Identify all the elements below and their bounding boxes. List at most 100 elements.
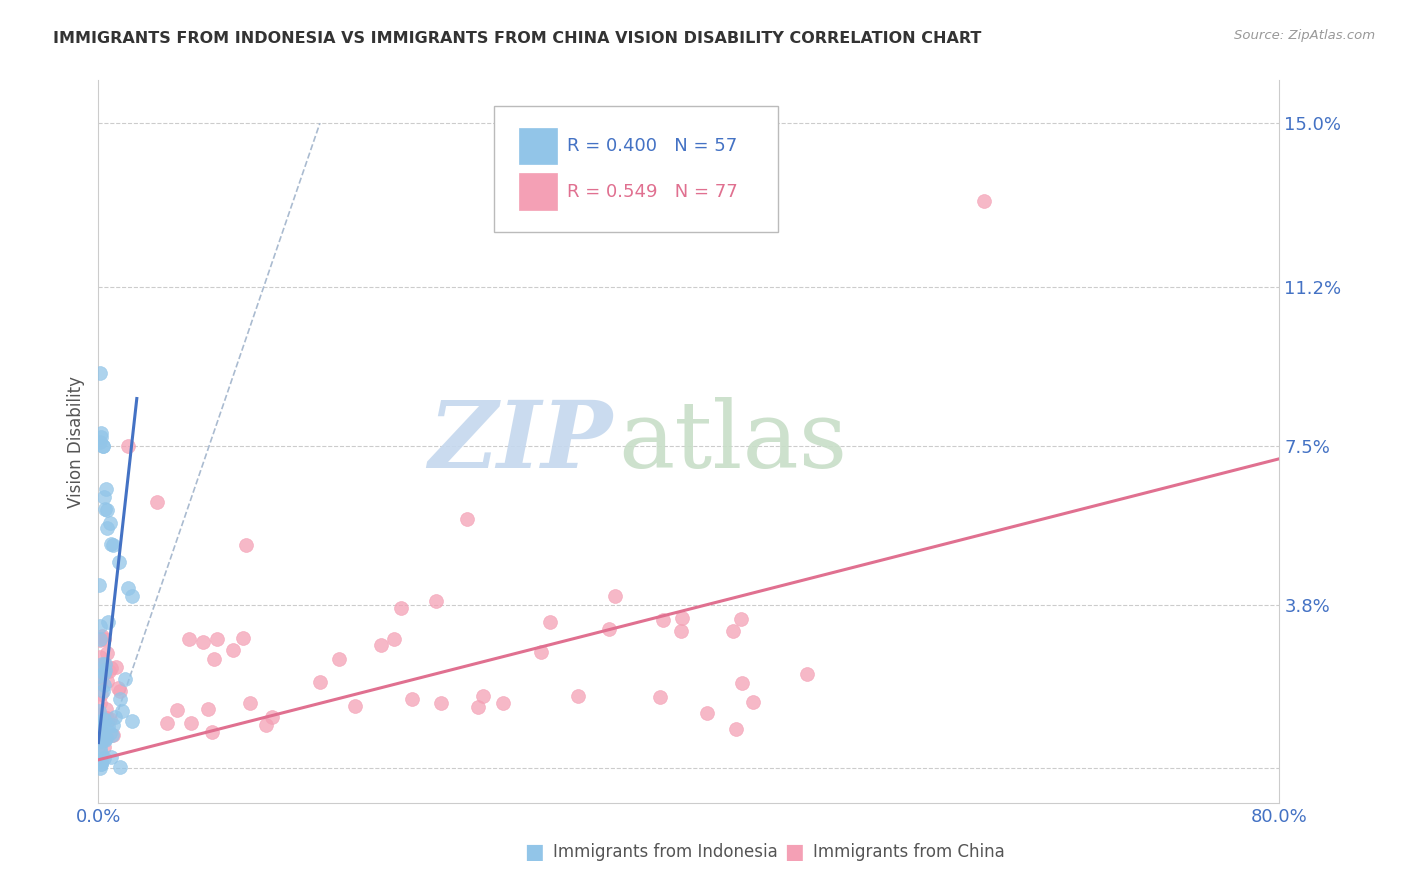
Point (96, 503, 118, 517)
Point (93, 678, 115, 692)
Point (93, 657, 115, 672)
Point (89, 723, 111, 737)
Point (471, 689, 494, 703)
Point (103, 710, 125, 724)
Point (89, 714, 111, 729)
Point (114, 673, 136, 687)
Point (101, 728, 124, 742)
Text: R = 0.400   N = 57: R = 0.400 N = 57 (567, 137, 738, 155)
Text: Immigrants from Indonesia: Immigrants from Indonesia (553, 843, 778, 861)
Point (567, 689, 589, 703)
Point (98, 516, 121, 531)
Point (117, 439, 139, 453)
Point (91, 439, 114, 453)
Point (254, 717, 277, 731)
Point (235, 538, 257, 552)
Point (94, 731, 117, 745)
Point (89, 632, 111, 647)
Point (100, 537, 122, 551)
Point (87, 704, 110, 718)
Point (370, 638, 392, 652)
Point (90, 757, 112, 772)
Point (742, 695, 765, 709)
Point (90, 687, 112, 701)
Point (166, 703, 188, 717)
Point (94, 482, 117, 496)
Point (96, 646, 118, 660)
Point (93, 491, 115, 505)
Text: R = 0.549   N = 77: R = 0.549 N = 77 (567, 183, 738, 201)
Text: atlas: atlas (619, 397, 848, 486)
Point (90, 723, 112, 738)
Point (89, 761, 111, 775)
Point (180, 716, 202, 731)
Point (723, 624, 745, 638)
Point (89, 731, 111, 745)
Point (90, 670, 112, 684)
Point (467, 700, 489, 714)
Point (605, 590, 627, 604)
Point (598, 623, 620, 637)
Y-axis label: Vision Disability: Vision Disability (66, 376, 84, 508)
Point (96, 520, 118, 534)
Point (90, 757, 112, 772)
Point (108, 555, 131, 569)
Point (725, 723, 748, 737)
Point (94, 732, 117, 747)
Text: ZIP: ZIP (427, 397, 612, 486)
Point (89, 366, 111, 380)
Text: ■: ■ (524, 842, 544, 862)
Point (239, 696, 262, 710)
Point (457, 512, 479, 526)
Point (89, 434, 111, 449)
Point (973, 194, 995, 208)
Point (671, 610, 693, 624)
Point (222, 642, 245, 657)
Point (93, 632, 115, 647)
Point (93, 739, 115, 754)
Point (91, 629, 114, 643)
Point (425, 594, 447, 608)
Point (90, 733, 112, 747)
FancyBboxPatch shape (519, 128, 557, 164)
Point (108, 760, 131, 774)
Point (117, 581, 139, 595)
Point (232, 631, 254, 645)
Text: ■: ■ (785, 842, 804, 862)
Point (530, 645, 553, 659)
Point (101, 718, 124, 732)
Text: Source: ZipAtlas.com: Source: ZipAtlas.com (1234, 29, 1375, 42)
Point (96, 673, 118, 688)
Point (696, 706, 718, 720)
Point (87, 669, 110, 683)
Point (107, 681, 129, 695)
Point (91, 683, 114, 698)
Point (97, 615, 120, 630)
Point (93, 713, 115, 727)
Point (89, 650, 111, 665)
Point (309, 675, 332, 690)
Point (328, 652, 350, 666)
Point (669, 624, 692, 638)
Point (205, 632, 228, 647)
Text: IMMIGRANTS FROM INDONESIA VS IMMIGRANTS FROM CHINA VISION DISABILITY CORRELATION: IMMIGRANTS FROM INDONESIA VS IMMIGRANTS … (53, 31, 981, 46)
Point (108, 684, 131, 698)
Point (146, 494, 169, 508)
Point (652, 613, 675, 627)
Point (89, 712, 111, 726)
Point (94, 702, 117, 716)
Point (94, 502, 117, 516)
Point (94, 663, 117, 677)
Point (201, 725, 224, 739)
FancyBboxPatch shape (519, 173, 557, 210)
Point (492, 696, 515, 710)
Point (89, 676, 111, 690)
Point (262, 710, 284, 724)
Point (179, 632, 201, 647)
Text: Immigrants from China: Immigrants from China (813, 843, 1004, 861)
Point (648, 690, 671, 704)
Point (93, 665, 115, 680)
Point (93, 657, 115, 671)
Point (89, 711, 111, 725)
Point (101, 728, 124, 742)
